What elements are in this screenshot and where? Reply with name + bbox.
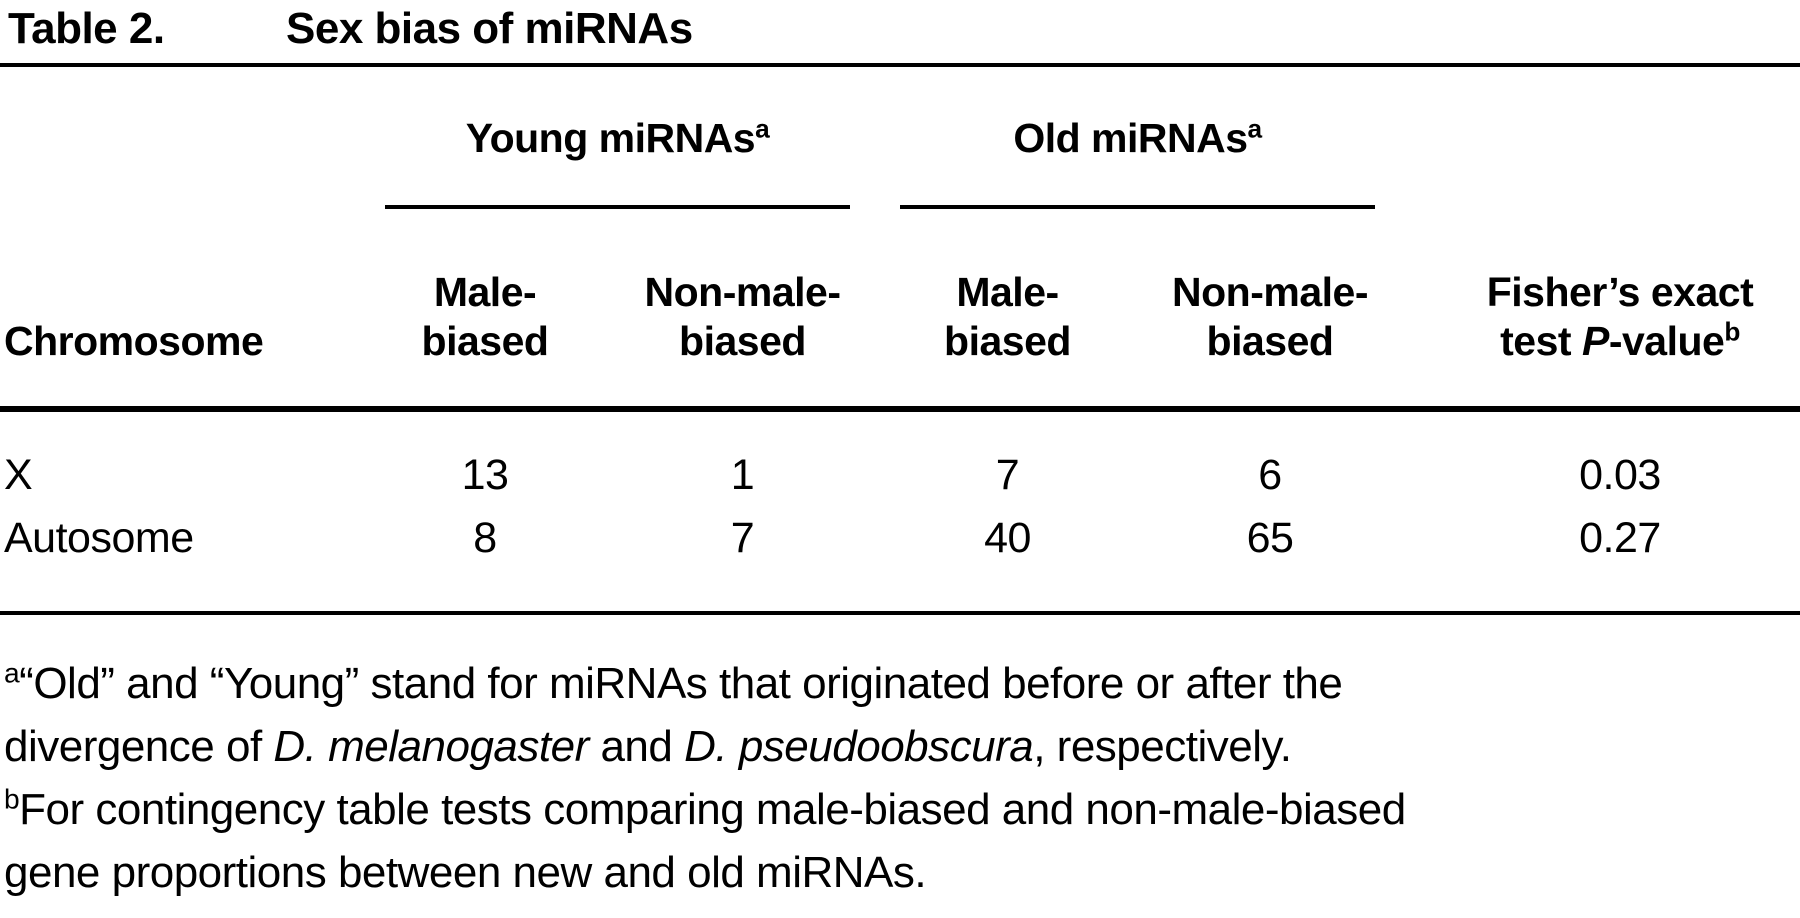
fisher-footnote-marker: b xyxy=(1724,316,1740,347)
column-header-text: biased xyxy=(679,318,806,364)
column-header-text: biased xyxy=(1206,318,1334,364)
row-autosome-p-value: 0.27 xyxy=(1579,514,1661,562)
footnote-b-text: For contingency table tests comparing ma… xyxy=(19,785,1406,834)
footnote-b-line1: bFor contingency table tests comparing m… xyxy=(4,778,1796,841)
row-x-old-male-biased: 7 xyxy=(995,451,1020,499)
column-header-old-male-biased: Male- biased xyxy=(875,209,1140,406)
table-title-text: Sex bias of miRNAs xyxy=(286,4,693,53)
column-header-text: biased xyxy=(944,318,1071,364)
group-young-footnote-marker: a xyxy=(755,112,770,143)
column-header-text: biased xyxy=(421,318,549,364)
row-autosome-young-male-biased: 8 xyxy=(473,514,497,562)
row-x-old-non-male-biased: 6 xyxy=(1258,451,1282,499)
group-header-young-mirnas: Young miRNAsa xyxy=(360,67,875,209)
column-header-old-non-male-biased: Non-male- biased xyxy=(1140,209,1400,406)
footnote-a-text: divergence of xyxy=(4,722,274,771)
fisher-p-italic: P xyxy=(1581,318,1609,364)
column-header-text: Non-male- xyxy=(644,269,841,315)
table-title: Table 2. Sex bias of miRNAs xyxy=(8,0,693,58)
footnote-b-line2: gene proportions between new and old miR… xyxy=(4,841,1796,904)
column-header-chromosome: Chromosome xyxy=(0,209,360,406)
group-old-text: Old miRNAs xyxy=(1013,114,1248,161)
footnotes: a“Old” and “Young” stand for miRNAs that… xyxy=(4,652,1796,904)
row-autosome-young-non-male-biased: 7 xyxy=(730,514,755,562)
row-autosome-chromosome: Autosome xyxy=(4,514,194,562)
column-header-young-male-biased: Male- biased xyxy=(360,209,610,406)
footnote-a-text: , respectively. xyxy=(1033,722,1292,771)
table-header: Young miRNAsa Old miRNAsa Chromosome Mal… xyxy=(0,67,1800,406)
row-x-chromosome: X xyxy=(4,451,33,499)
bottom-rule xyxy=(0,611,1800,615)
table-title-label: Table 2. xyxy=(8,4,165,53)
row-x-young-non-male-biased: 1 xyxy=(730,451,755,499)
column-header-fisher-exact-test: Fisher’s exact test P-valueb xyxy=(1400,209,1800,406)
species-name-melanogaster: D. melanogaster xyxy=(273,722,589,771)
group-young-text: Young miRNAs xyxy=(465,114,756,161)
group-old-footnote-marker: a xyxy=(1247,112,1263,143)
group-header-old-label: Old miRNAsa xyxy=(1013,112,1263,162)
group-header-old-mirnas: Old miRNAsa xyxy=(875,67,1400,209)
footnote-a-text: “Old” and “Young” stand for miRNAs that … xyxy=(19,659,1343,708)
column-header-text: Male- xyxy=(433,269,537,315)
footnote-a-line1: a“Old” and “Young” stand for miRNAs that… xyxy=(4,652,1796,715)
footnote-a-line2: divergence of D. melanogaster and D. pse… xyxy=(4,715,1796,778)
footnote-b-marker: b xyxy=(4,783,20,815)
species-name-pseudoobscura: D. pseudoobscura xyxy=(684,722,1034,771)
row-x-young-male-biased: 13 xyxy=(461,451,509,499)
row-x-p-value: 0.03 xyxy=(1579,451,1661,499)
column-header-chromosome-text: Chromosome xyxy=(4,318,264,364)
fisher-test-word: test xyxy=(1500,318,1582,364)
column-header-text: Fisher’s exact xyxy=(1486,269,1754,315)
footnote-a-text: and xyxy=(588,722,685,771)
group-header-young-label: Young miRNAsa xyxy=(465,112,770,162)
column-header-text: Non-male- xyxy=(1172,269,1368,315)
column-header-text: test P-valueb xyxy=(1500,317,1740,366)
row-autosome-old-male-biased: 40 xyxy=(984,514,1031,562)
group-old-underline xyxy=(900,205,1375,209)
group-young-underline xyxy=(385,205,850,209)
top-rule xyxy=(0,63,1800,67)
table-body: X 13 1 7 6 0.03 Autosome 8 7 40 65 0.27 xyxy=(0,444,1800,570)
column-header-young-non-male-biased: Non-male- biased xyxy=(610,209,875,406)
footnote-b-text: gene proportions between new and old miR… xyxy=(4,848,927,897)
row-autosome-old-non-male-biased: 65 xyxy=(1246,514,1294,562)
header-rule xyxy=(0,406,1800,412)
column-header-text: Male- xyxy=(956,269,1059,315)
fisher-value-word: -value xyxy=(1608,318,1725,364)
footnote-a-marker: a xyxy=(4,657,20,689)
